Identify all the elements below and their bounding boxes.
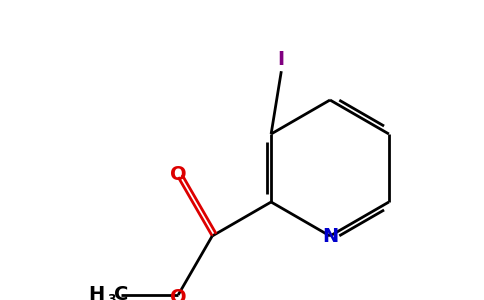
Text: H: H: [89, 285, 105, 300]
Text: C: C: [114, 285, 128, 300]
Text: N: N: [322, 226, 338, 245]
Text: I: I: [278, 50, 285, 69]
Text: O: O: [170, 165, 186, 184]
Text: 3: 3: [107, 293, 116, 300]
Text: O: O: [170, 288, 186, 300]
